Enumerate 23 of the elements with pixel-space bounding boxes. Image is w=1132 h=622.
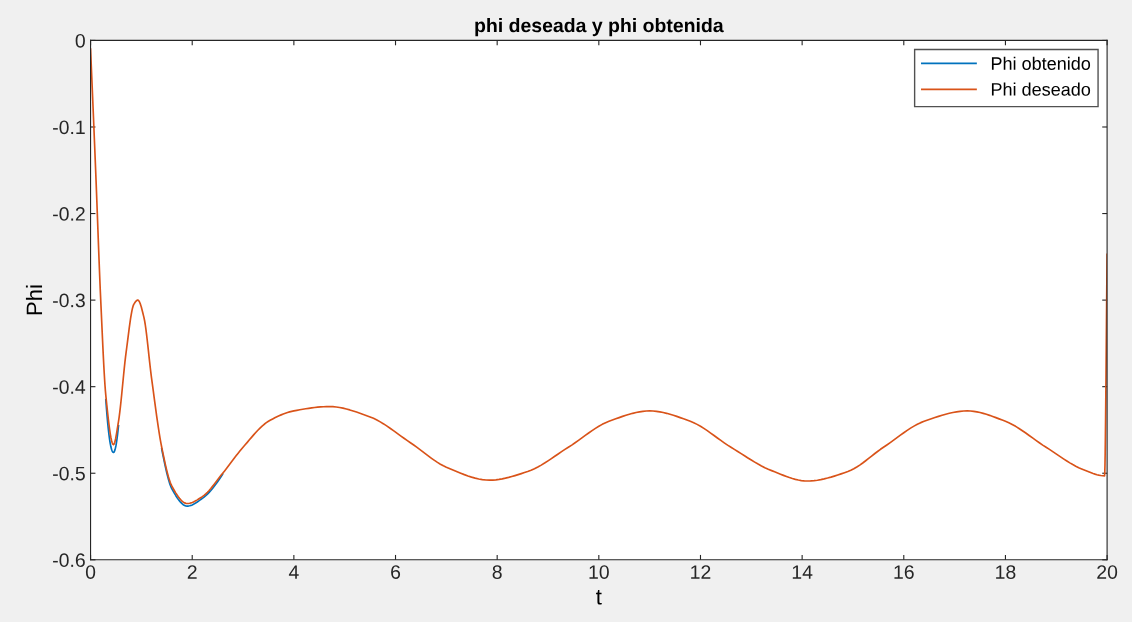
y-tick-label: -0.5: [53, 466, 85, 481]
x-tick-label: 6: [391, 565, 401, 579]
legend-label: Phi deseado: [991, 82, 1091, 96]
x-tick-label: 2: [187, 565, 197, 579]
x-tick-label: 8: [492, 565, 502, 579]
y-tick-label: -0.2: [53, 207, 85, 221]
x-tick-label: 0: [85, 565, 96, 579]
x-tick-label: 4: [288, 565, 299, 579]
y-axis-title: Phi: [25, 285, 43, 315]
x-tick-label: 18: [996, 565, 1016, 579]
x-tick-label: 14: [792, 565, 813, 579]
y-tick-label: 0: [75, 33, 85, 48]
chart-title: phi deseada y phi obtenida: [475, 18, 724, 37]
legend-label: Phi obtenido: [991, 56, 1091, 70]
y-tick-label: -0.4: [53, 380, 86, 394]
y-tick-label: -0.3: [53, 293, 85, 308]
y-tick-label: -0.6: [53, 553, 85, 568]
x-tick-label: 12: [691, 565, 711, 579]
x-axis-title: t: [596, 590, 602, 605]
x-tick-label: 16: [894, 565, 914, 579]
x-tick-label: 10: [589, 565, 609, 579]
x-tick-label: 20: [1097, 565, 1118, 579]
y-tick-label: -0.1: [53, 120, 85, 135]
